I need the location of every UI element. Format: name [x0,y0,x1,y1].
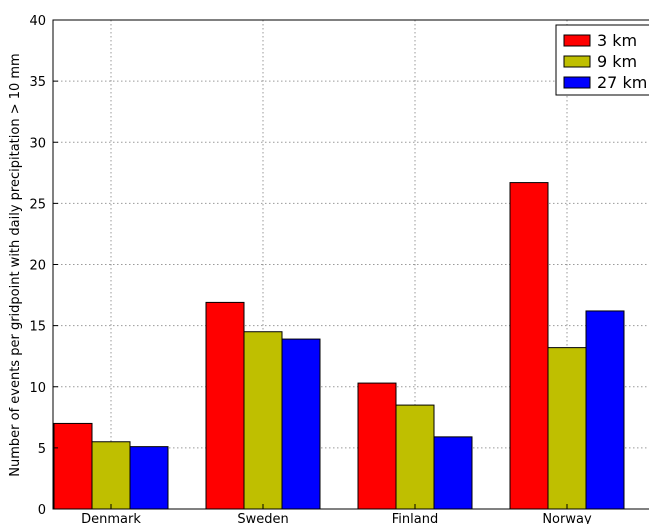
bar [585,310,625,510]
y-tick-label: 20 [29,259,46,274]
bar [509,182,549,510]
bar [281,338,321,510]
y-tick-label: 5 [38,442,46,457]
y-tick-label: 40 [29,14,46,29]
legend-swatch [563,55,591,68]
bar [433,436,473,510]
y-tick-label: 15 [29,320,46,335]
bar [53,422,93,510]
y-tick-label: 10 [29,381,46,396]
x-tick-label: Finland [392,512,438,524]
legend-label: 3 km [597,31,637,50]
axis-ticks: 0 5 10 15 20 25 30 35 40 Denmark Sweden Finland Norw… [29,14,592,524]
y-tick-label: 35 [29,75,46,90]
bar [395,404,435,510]
bar [243,331,283,510]
bar [357,382,397,510]
bar [91,441,131,510]
legend-swatch [563,76,591,89]
legend-label: 27 km [597,73,647,92]
x-tick-label: Denmark [81,512,141,524]
legend: 3 km 9 km 27 km [555,24,649,96]
bar [205,301,245,510]
y-tick-label: 30 [29,136,46,151]
legend-swatch [563,34,591,47]
y-axis-label: Number of events per gridpoint with dail… [8,53,23,476]
bar [547,347,587,510]
legend-label: 9 km [597,52,637,71]
x-tick-label: Norway [542,512,592,524]
bar [129,446,169,510]
x-tick-label: Sweden [237,512,288,524]
y-tick-label: 25 [29,197,46,212]
y-tick-label: 0 [38,503,46,518]
bars [53,182,625,510]
